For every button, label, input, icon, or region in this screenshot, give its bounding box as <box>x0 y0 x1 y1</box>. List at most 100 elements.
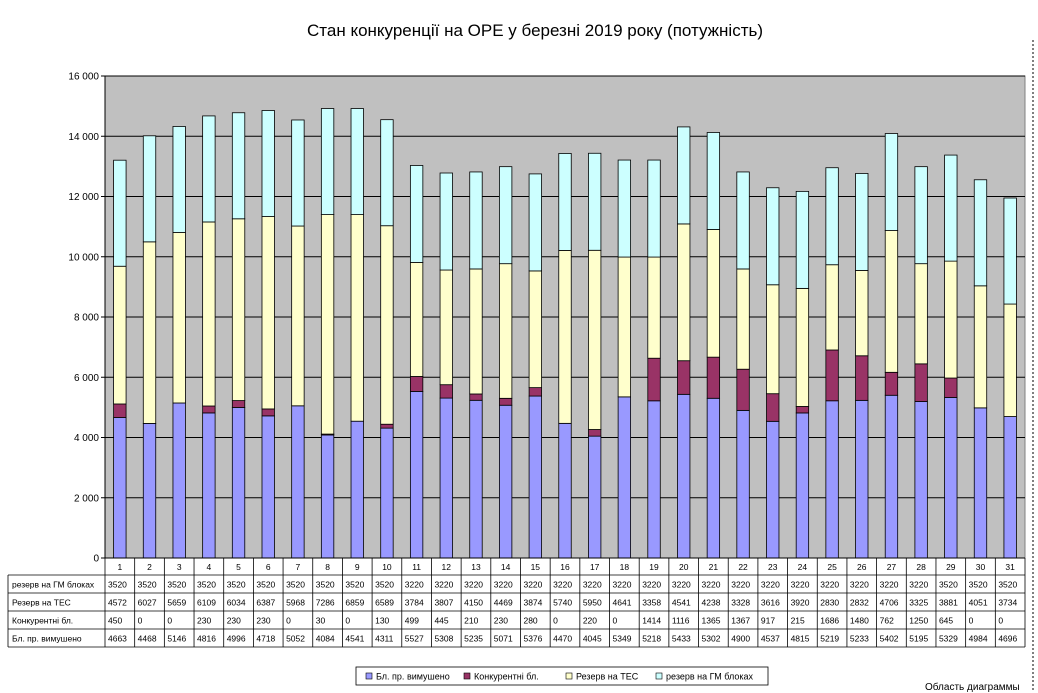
data-label: 4541 <box>345 634 364 644</box>
bar-segment <box>766 393 780 422</box>
bar-segment <box>914 263 928 365</box>
bar-segment <box>825 167 839 266</box>
data-label: 3328 <box>731 598 750 608</box>
data-label: 5218 <box>642 634 661 644</box>
data-label: 1250 <box>909 616 928 626</box>
data-label: 3220 <box>583 580 602 590</box>
data-label: 6027 <box>138 598 157 608</box>
data-label: 5527 <box>405 634 424 644</box>
bar-segment <box>350 420 364 559</box>
bar-segment <box>172 232 186 404</box>
data-label: 5950 <box>583 598 602 608</box>
y-tick-label: 2 000 <box>74 493 99 504</box>
bar-segment <box>944 397 958 559</box>
x-tick-label: 13 <box>471 562 481 572</box>
x-tick-label: 23 <box>768 562 778 572</box>
data-label: 2830 <box>820 598 839 608</box>
data-label: 215 <box>791 616 805 626</box>
bar-segment <box>736 409 750 559</box>
x-tick-label: 8 <box>325 562 330 572</box>
legend-box <box>355 666 769 686</box>
bar-segment <box>558 250 572 424</box>
data-label: 3520 <box>167 580 186 590</box>
data-label: 762 <box>880 616 894 626</box>
x-tick-label: 10 <box>382 562 392 572</box>
x-tick-label: 24 <box>798 562 808 572</box>
bar-segment <box>142 423 157 559</box>
data-label: 6109 <box>197 598 216 608</box>
bar-segment <box>855 399 869 559</box>
bar-segment <box>795 287 810 407</box>
data-label: 3520 <box>197 580 216 590</box>
data-label: 130 <box>375 616 389 626</box>
data-label: 5052 <box>286 634 305 644</box>
x-tick-label: 19 <box>649 562 659 572</box>
bar-segment <box>825 400 839 559</box>
bar-segment <box>795 190 810 289</box>
bar-segment <box>261 415 275 559</box>
bar-segment <box>884 371 899 396</box>
data-label: 3520 <box>316 580 335 590</box>
bar-segment <box>261 408 275 417</box>
bar-segment <box>558 422 572 559</box>
x-tick-label: 12 <box>442 562 452 572</box>
data-label: 1686 <box>820 616 839 626</box>
bar-segment <box>261 110 275 217</box>
legend: Бл. пр. вимушено Конкурентні бл. Резерв на… <box>355 666 769 686</box>
bar-segment <box>380 225 394 425</box>
data-label: 5968 <box>286 598 305 608</box>
data-label: 220 <box>583 616 597 626</box>
bar-segment <box>944 377 958 398</box>
bar-segment <box>202 115 216 223</box>
data-label: 3358 <box>642 598 661 608</box>
bar-segment <box>647 159 661 258</box>
data-label: 4311 <box>375 634 394 644</box>
table-row-label: Бл. пр. вимушено <box>12 634 82 644</box>
data-label: 4663 <box>108 634 127 644</box>
data-label: 4537 <box>761 634 780 644</box>
bar-segment <box>706 397 721 559</box>
data-label: 645 <box>939 616 953 626</box>
y-tick-label: 0 <box>93 554 99 565</box>
data-label: 3874 <box>523 598 542 608</box>
bar-segment <box>617 256 631 398</box>
x-tick-label: 2 <box>147 562 152 572</box>
data-label: 0 <box>613 616 618 626</box>
data-label: 3520 <box>227 580 246 590</box>
bar-segment <box>528 387 542 397</box>
data-label: 1414 <box>642 616 661 626</box>
data-label: 3520 <box>375 580 394 590</box>
chart-title: Стан конкуренції на ОРЕ у березні 2019 р… <box>307 21 763 40</box>
x-tick-label: 1 <box>117 562 122 572</box>
bar-segment <box>617 159 631 258</box>
data-label: 3881 <box>939 598 958 608</box>
bar-segment <box>499 404 513 559</box>
legend-swatch <box>655 672 663 680</box>
bar-segment <box>409 262 424 377</box>
data-label: 499 <box>405 616 419 626</box>
data-label: 30 <box>316 616 326 626</box>
bar-segment <box>291 119 305 227</box>
data-label: 450 <box>108 616 122 626</box>
data-label: 3220 <box>434 580 453 590</box>
x-tick-label: 6 <box>266 562 271 572</box>
y-tick-label: 12 000 <box>68 192 99 203</box>
data-label: 6589 <box>375 598 394 608</box>
bar-segment <box>291 405 305 559</box>
data-label: 6859 <box>345 598 364 608</box>
legend-label: резерв на ГМ блоках <box>666 672 754 682</box>
data-label: 4696 <box>998 634 1017 644</box>
data-label: 230 <box>494 616 508 626</box>
legend-swatch <box>463 672 471 680</box>
data-label: 3220 <box>909 580 928 590</box>
bar-segment <box>380 427 394 559</box>
bar-segment <box>231 112 246 220</box>
bar-segment <box>231 218 246 401</box>
bar-segment <box>588 429 602 437</box>
bar-segment <box>291 225 305 407</box>
x-tick-label: 3 <box>177 562 182 572</box>
bar-segment <box>409 376 424 392</box>
chart-area-label: Область диаграммы <box>925 682 1020 693</box>
data-label: 3520 <box>998 580 1017 590</box>
